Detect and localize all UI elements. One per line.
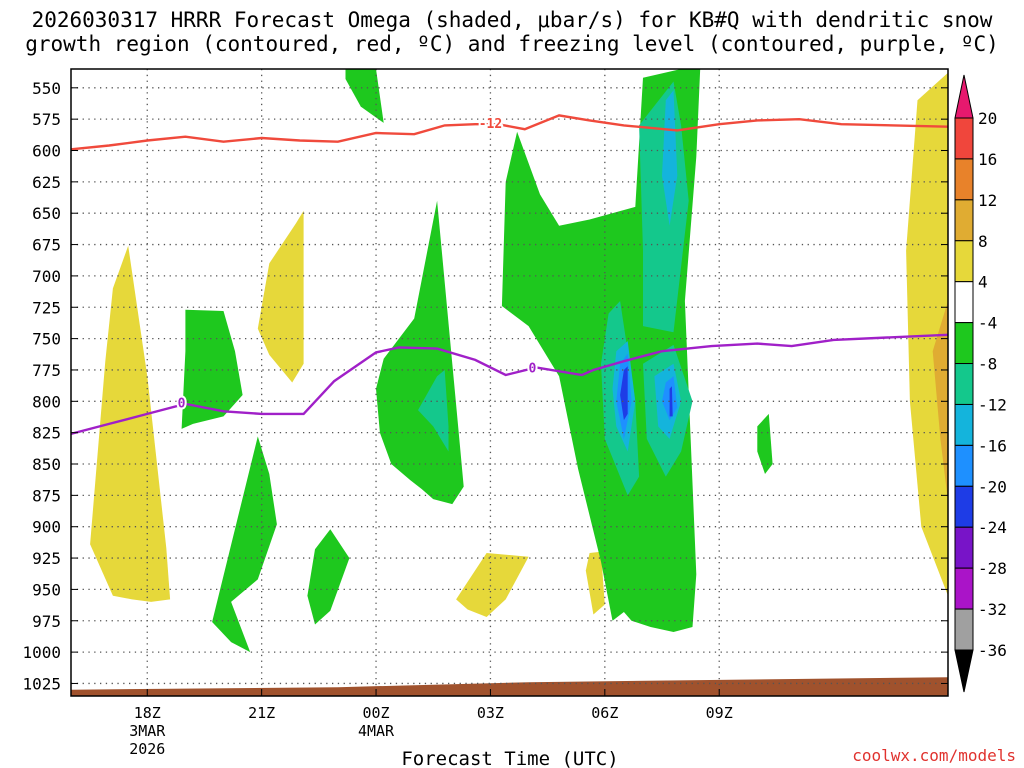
x-tick-label-06Z: 06Z — [591, 704, 618, 722]
omega-region-22 — [620, 366, 628, 421]
y-tick-label-600: 600 — [32, 142, 61, 161]
x-tick-label-03Z: 03Z — [477, 704, 504, 722]
colorbar: 20 16 12 8 4 -4 -8 -12 -16 -20 -24 -28 -32 -36 — [954, 74, 1007, 693]
colorbar-swatch-10 — [954, 526, 974, 569]
y-tick-label-750: 750 — [32, 330, 61, 349]
y-tick-label-875: 875 — [32, 486, 61, 505]
dgz-contour-line — [71, 114, 948, 151]
colorbar-swatch-8 — [954, 444, 974, 487]
x-tick-label-21Z: 21Z — [248, 704, 275, 722]
colorbar-label-9: -20 — [978, 477, 1007, 496]
colorbar-swatch-12 — [954, 608, 974, 651]
omega-region-23 — [669, 386, 673, 417]
omega-region-6 — [345, 69, 384, 123]
colorbar-label-3: 8 — [978, 232, 988, 251]
freezing-level-label-1: 0 — [528, 361, 536, 376]
colorbar-swatch-1 — [954, 158, 974, 201]
y-tick-label-975: 975 — [32, 612, 61, 631]
title-line-1: 2026030317 HRRR Forecast Omega (shaded, … — [31, 8, 993, 32]
colorbar-label-2: 12 — [978, 191, 997, 210]
plot-grid — [71, 69, 948, 696]
omega-region-9 — [307, 529, 350, 625]
y-tick-label-575: 575 — [32, 110, 61, 129]
y-tick-label-1025: 1025 — [22, 674, 61, 693]
omega-region-8 — [212, 436, 277, 653]
colorbar-swatch-7 — [954, 403, 974, 446]
omega-region-4 — [906, 72, 948, 596]
y-tick-label-925: 925 — [32, 549, 61, 568]
colorbar-swatch-11 — [954, 567, 974, 610]
omega-region-2 — [456, 553, 529, 617]
omega-region-13 — [418, 370, 449, 452]
y-tick-label-1000: 1000 — [22, 643, 61, 662]
y-tick-label-775: 775 — [32, 361, 61, 380]
y-tick-label-725: 725 — [32, 298, 61, 317]
watermark: coolwx.com/models — [852, 746, 1016, 765]
freezing-level-label-0: 0 — [178, 397, 186, 412]
contour-lines: -12 0 0 — [71, 114, 948, 436]
omega-region-15 — [639, 81, 689, 333]
colorbar-swatch-9 — [954, 485, 974, 528]
x-tick-label-09Z: 09Z — [706, 704, 733, 722]
x-tick-year-18Z: 2026 — [129, 740, 165, 758]
terrain-fill — [71, 677, 948, 696]
y-tick-label-850: 850 — [32, 455, 61, 474]
axis-labels: 550 575 600 625 650 675 700 725 750 775 800 825 850 8… — [22, 79, 948, 758]
colorbar-label-11: -28 — [978, 559, 1007, 578]
y-tick-label-825: 825 — [32, 424, 61, 443]
colorbar-swatch-4 — [954, 281, 974, 324]
y-tick-label-950: 950 — [32, 580, 61, 599]
y-tick-label-625: 625 — [32, 173, 61, 192]
omega-region-5 — [932, 301, 948, 502]
plot-frame — [70, 68, 949, 697]
omega-region-18 — [662, 90, 678, 226]
colorbar-label-1: 16 — [978, 150, 997, 169]
x-tick-date-18Z: 3MAR — [129, 722, 166, 740]
omega-region-12 — [757, 413, 773, 474]
freezing-level-line — [71, 333, 948, 436]
y-tick-label-675: 675 — [32, 236, 61, 255]
omega-shaded-regions — [90, 69, 948, 653]
colorbar-label-8: -16 — [978, 436, 1007, 455]
colorbar-label-5: -4 — [978, 314, 997, 333]
colorbar-bottom-arrow — [954, 649, 974, 693]
chart-title: 2026030317 HRRR Forecast Omega (shaded, … — [0, 8, 1024, 56]
colorbar-swatch-6 — [954, 363, 974, 405]
dgz-contour-label: -12 — [479, 117, 502, 132]
colorbar-label-13: -36 — [978, 641, 1007, 660]
x-tick-date-00Z: 4MAR — [358, 722, 395, 740]
colorbar-label-0: 20 — [978, 109, 997, 128]
y-tick-label-650: 650 — [32, 204, 61, 223]
colorbar-label-7: -12 — [978, 395, 1007, 414]
y-tick-label-800: 800 — [32, 392, 61, 411]
colorbar-label-4: 4 — [978, 273, 988, 292]
y-tick-label-700: 700 — [32, 267, 61, 286]
colorbar-swatch-2 — [954, 199, 974, 242]
colorbar-top-arrow — [954, 74, 974, 119]
x-tick-label-18Z: 18Z — [134, 704, 161, 722]
colorbar-swatch-0 — [954, 117, 974, 160]
y-tick-label-550: 550 — [32, 79, 61, 98]
omega-region-3 — [585, 551, 605, 615]
omega-region-0 — [90, 245, 171, 602]
omega-region-7 — [181, 309, 243, 429]
title-line-2: growth region (contoured, red, ºC) and f… — [25, 32, 999, 56]
colorbar-label-10: -24 — [978, 518, 1007, 537]
colorbar-label-6: -8 — [978, 355, 997, 374]
terrain-layer — [71, 677, 948, 696]
x-axis-label: Forecast Time (UTC) — [401, 748, 618, 768]
x-tick-label-00Z: 00Z — [362, 704, 389, 722]
colorbar-swatch-5 — [954, 322, 974, 365]
y-tick-label-900: 900 — [32, 518, 61, 537]
colorbar-swatch-3 — [954, 240, 974, 283]
colorbar-label-12: -32 — [978, 600, 1007, 619]
omega-region-1 — [257, 210, 304, 383]
